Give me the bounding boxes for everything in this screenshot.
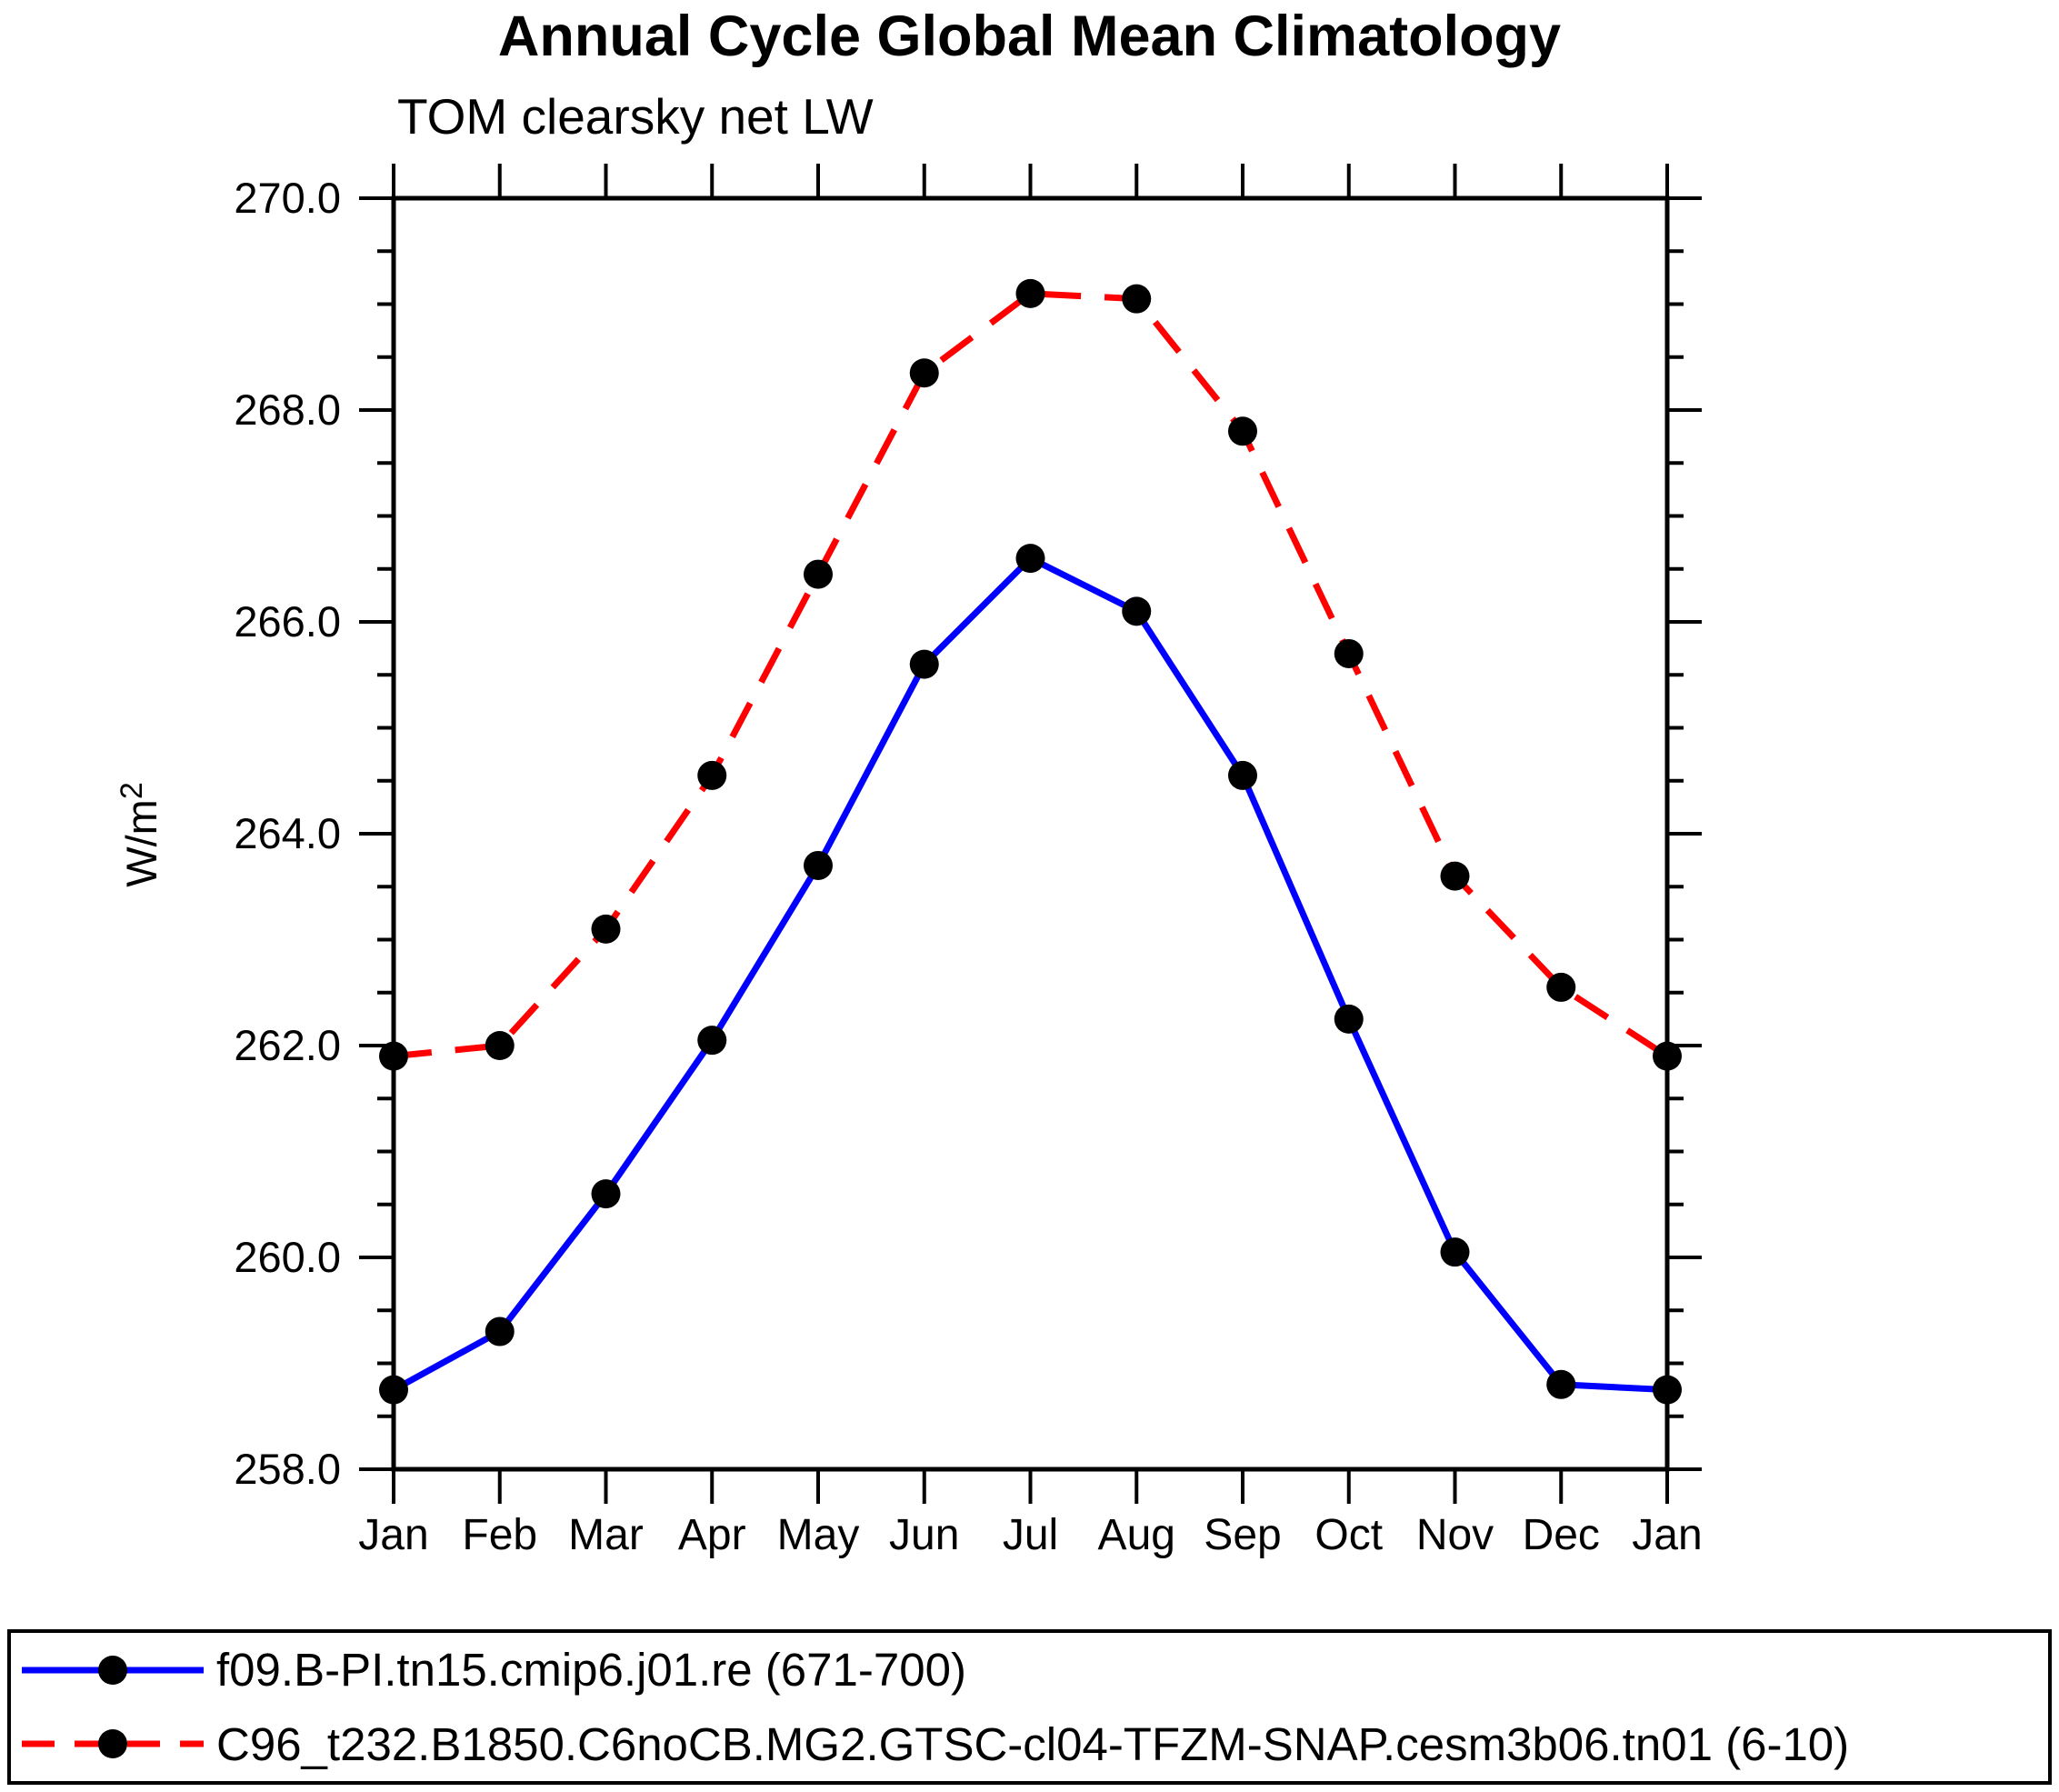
data-point-marker bbox=[1653, 1375, 1682, 1405]
legend-sample-line-series1 bbox=[22, 1655, 204, 1685]
y-axis-tick-label: 264.0 bbox=[234, 809, 341, 857]
y-axis-tick-label: 260.0 bbox=[234, 1233, 341, 1281]
data-point-marker bbox=[591, 1179, 621, 1209]
x-axis-tick-label: Apr bbox=[678, 1511, 746, 1559]
legend-marker-icon bbox=[98, 1655, 127, 1685]
x-axis-tick-label: Feb bbox=[462, 1511, 537, 1559]
data-point-marker bbox=[1334, 638, 1364, 668]
data-point-marker bbox=[697, 760, 727, 790]
legend-marker-icon bbox=[98, 1729, 127, 1759]
y-axis-tick-label: 268.0 bbox=[234, 385, 341, 434]
x-axis-tick-label: Jul bbox=[1003, 1511, 1058, 1559]
series-line-1 bbox=[392, 554, 1668, 1394]
data-point-marker bbox=[1122, 284, 1152, 314]
legend-box: f09.B-PI.tn15.cmip6.j01.re (671-700) C96… bbox=[7, 1629, 2052, 1785]
y-axis-tick-label: 266.0 bbox=[234, 597, 341, 646]
data-point-marker bbox=[1334, 1004, 1364, 1034]
x-axis-tick-label: Jan bbox=[358, 1511, 428, 1559]
x-axis-tick-label: Jan bbox=[1632, 1511, 1702, 1559]
chart-subtitle: TOM clearsky net LW bbox=[397, 88, 874, 145]
x-axis-tick-label: Oct bbox=[1314, 1511, 1383, 1559]
data-point-marker bbox=[1653, 1041, 1682, 1071]
data-point-marker bbox=[1015, 544, 1045, 574]
y-axis-tick-label: 262.0 bbox=[234, 1021, 341, 1069]
data-point-marker bbox=[379, 1375, 408, 1405]
data-point-marker bbox=[804, 559, 833, 589]
data-point-marker bbox=[1440, 1237, 1470, 1267]
data-point-marker bbox=[591, 914, 621, 944]
x-axis-tick-label: May bbox=[777, 1511, 860, 1559]
x-axis-tick-label: Jun bbox=[889, 1511, 959, 1559]
y-axis-label: W/m2 bbox=[115, 782, 165, 887]
legend-label-series2: C96_t232.B1850.C6noCB.MG2.GTSC-cl04-TFZM… bbox=[216, 1717, 1850, 1770]
data-point-marker bbox=[909, 649, 939, 679]
chart-title: Annual Cycle Global Mean Climatology bbox=[497, 5, 1562, 68]
data-point-marker bbox=[1546, 972, 1576, 1002]
data-point-marker bbox=[804, 850, 833, 880]
x-axis-tick-label: Aug bbox=[1098, 1511, 1175, 1559]
series-line-2 bbox=[393, 290, 1669, 1060]
data-point-marker bbox=[1228, 416, 1257, 446]
data-point-marker bbox=[1440, 861, 1470, 891]
legend-label-series1: f09.B-PI.tn15.cmip6.j01.re (671-700) bbox=[216, 1644, 966, 1697]
data-point-marker bbox=[1015, 278, 1045, 308]
x-axis-tick-label: Dec bbox=[1523, 1511, 1600, 1559]
legend-entry-series2: C96_t232.B1850.C6noCB.MG2.GTSC-cl04-TFZM… bbox=[11, 1707, 2048, 1782]
data-point-marker bbox=[485, 1031, 515, 1060]
data-point-marker bbox=[379, 1041, 408, 1071]
legend-sample-line-series2 bbox=[22, 1729, 204, 1759]
data-point-marker bbox=[485, 1316, 515, 1347]
x-axis-tick-label: Mar bbox=[568, 1511, 644, 1559]
y-axis-tick-label: 258.0 bbox=[234, 1445, 341, 1493]
y-axis-tick-label: 270.0 bbox=[234, 174, 341, 222]
data-point-marker bbox=[697, 1026, 727, 1056]
data-point-marker bbox=[1228, 760, 1257, 790]
data-point-marker bbox=[1122, 596, 1152, 626]
x-axis-tick-label: Nov bbox=[1416, 1511, 1494, 1559]
data-point-marker bbox=[1546, 1369, 1576, 1399]
data-point-marker bbox=[909, 358, 939, 388]
legend-entry-series1: f09.B-PI.tn15.cmip6.j01.re (671-700) bbox=[11, 1633, 2048, 1707]
x-axis-tick-label: Sep bbox=[1204, 1511, 1281, 1559]
